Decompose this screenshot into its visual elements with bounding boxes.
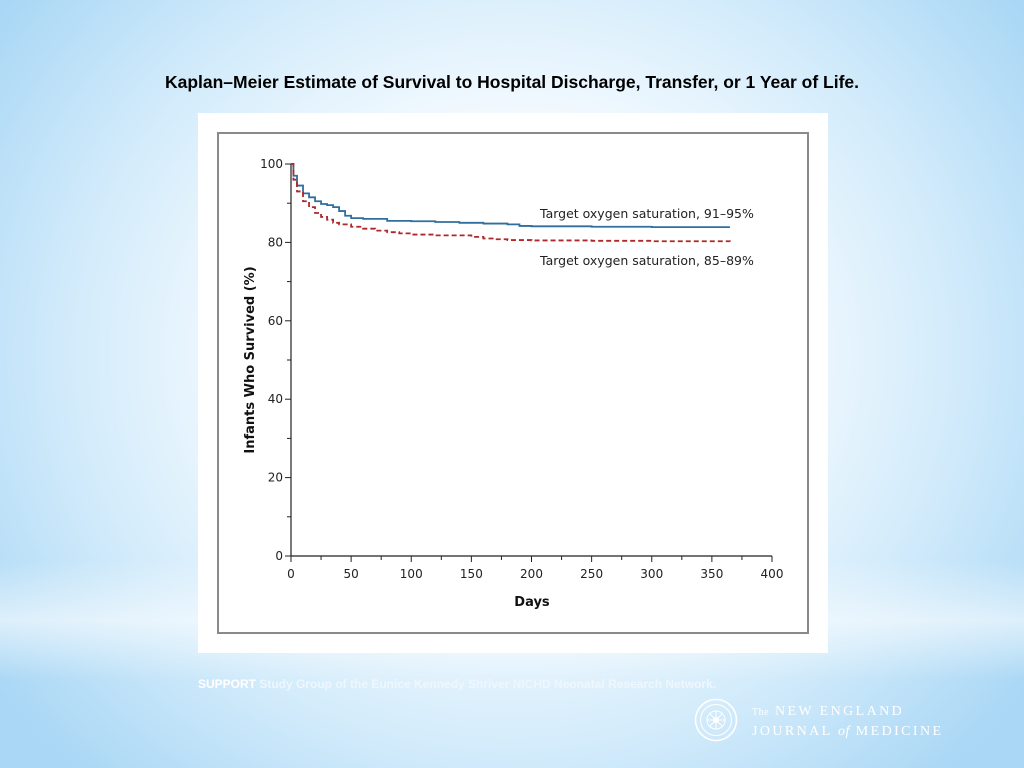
series-label-85-89: Target oxygen saturation, 85–89% [539, 253, 754, 268]
caption-rest: Study Group of the Eunice Kennedy Shrive… [256, 677, 717, 691]
journal-line2b: MEDICINE [855, 724, 944, 739]
figure-panel: 0 50 100 150 200 250 300 350 400 0 20 40 60 80 100 Day… [198, 113, 828, 653]
source-caption: SUPPORT Study Group of the Eunice Kenned… [198, 676, 718, 692]
series-label-91-95: Target oxygen saturation, 91–95% [539, 206, 754, 221]
x-tick-label-350: 350 [700, 567, 723, 581]
journal-line2a: JOURNAL [752, 724, 833, 739]
x-tick-label-200: 200 [520, 567, 543, 581]
chart-ticks: 0 50 100 150 200 250 300 350 400 0 20 40 60 80 100 [260, 157, 783, 581]
series-line-91-95 [291, 163, 730, 229]
x-tick-label-150: 150 [460, 567, 483, 581]
x-tick-label-400: 400 [761, 567, 784, 581]
y-tick-label-100: 100 [260, 157, 283, 171]
x-tick-label-300: 300 [640, 567, 663, 581]
y-tick-label-40: 40 [268, 392, 283, 406]
figure-frame [217, 132, 809, 634]
y-tick-label-80: 80 [268, 235, 283, 249]
x-tick-label-100: 100 [400, 567, 423, 581]
caption-lead: SUPPORT [198, 677, 257, 691]
journal-logo: The NEW ENGLAND JOURNAL of MEDICINE [694, 698, 994, 748]
journal-the: The [752, 707, 770, 718]
y-axis-label: Infants Who Survived (%) [243, 266, 258, 453]
y-tick-label-0: 0 [275, 549, 283, 563]
journal-seal-icon [694, 698, 738, 742]
x-tick-label-250: 250 [580, 567, 603, 581]
y-tick-label-20: 20 [268, 471, 283, 485]
journal-line1: NEW ENGLAND [774, 704, 905, 719]
x-tick-label-50: 50 [343, 567, 358, 581]
chart-lines [291, 163, 731, 243]
journal-of: of [837, 724, 850, 739]
y-tick-label-60: 60 [268, 314, 283, 328]
x-tick-label-0: 0 [287, 567, 295, 581]
survival-chart: 0 50 100 150 200 250 300 350 400 0 20 40 60 80 100 Day… [217, 132, 809, 634]
x-axis-label: Days [514, 595, 550, 610]
slide-title: Kaplan–Meier Estimate of Survival to Hos… [164, 72, 860, 92]
series-line-85-89 [291, 163, 731, 243]
